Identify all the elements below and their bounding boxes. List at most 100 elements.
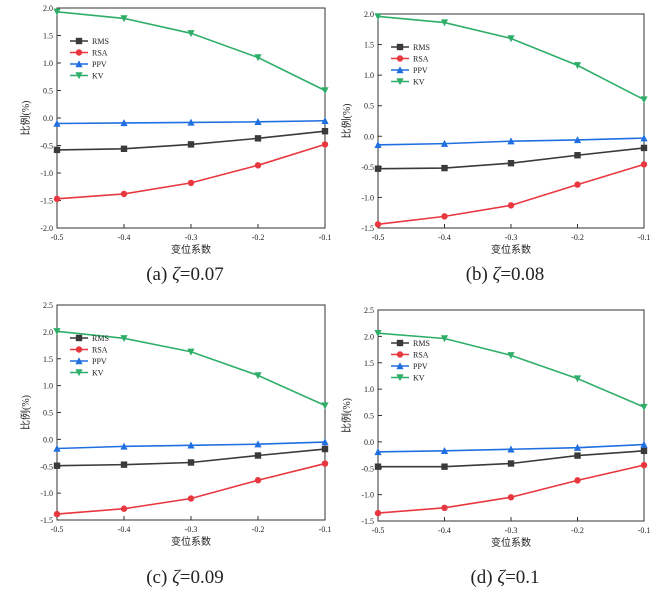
subfigure-caption: (a) ζ=0.07 (146, 264, 224, 285)
legend: RMS RSA PPV KV (70, 37, 109, 81)
y-tick-label: 0.0 (43, 435, 53, 444)
data-point-rsa (574, 477, 581, 484)
data-point-ppv (507, 445, 515, 453)
y-tick-label: 0.0 (43, 114, 53, 123)
series-kv (374, 13, 648, 104)
data-point-rsa (120, 190, 128, 198)
series-line-rsa (377, 464, 645, 514)
x-tick-label: -0.5 (372, 233, 385, 242)
x-tick-label: -0.2 (571, 233, 584, 242)
data-point-kv (53, 328, 61, 336)
data-point-kv (374, 13, 382, 21)
series-rsa (53, 141, 329, 203)
x-tick-label: -0.1 (638, 233, 651, 242)
y-tick-label: -1.0 (361, 193, 374, 202)
data-point-ppv (374, 448, 382, 456)
y-tick-label: 2.0 (364, 332, 374, 341)
series-kv (53, 328, 329, 410)
legend-marker (75, 37, 83, 45)
x-tick-label: -0.5 (51, 233, 64, 242)
legend-marker (75, 49, 83, 56)
y-tick-label: -1.5 (40, 516, 53, 525)
data-point-ppv (120, 442, 128, 450)
y-tick-label: 1.5 (43, 32, 53, 41)
data-point-rms (53, 462, 61, 469)
data-point-rsa (321, 460, 329, 467)
y-tick-label: 2.0 (43, 328, 53, 337)
y-axis-label: 比例(%) (340, 398, 353, 433)
legend-label: RSA (413, 351, 429, 360)
chart-panel-1: -2.0 -1.5 -1.0 -0.5 0.0 0.5 1.0 1.5 2.0 -0.5 -0.4 -… (19, 4, 331, 285)
chart-panel-3: -1.5 -1.0 -0.5 0.0 0.5 1.0 1.5 2.0 2.5 -0.5 -0.4 -0… (19, 301, 331, 588)
data-point-kv (573, 375, 582, 383)
series-rsa (374, 161, 648, 228)
data-point-ppv (53, 119, 61, 127)
x-tick-label: -0.1 (319, 525, 332, 534)
x-axis-label: 变位系数 (491, 536, 531, 549)
legend-marker (396, 374, 404, 382)
legend: RMS RSA PPV KV (70, 334, 109, 378)
data-point-rsa (640, 161, 648, 168)
y-tick-label: -0.5 (361, 163, 374, 172)
data-point-rms (507, 460, 515, 467)
x-tick-label: -0.3 (505, 526, 518, 535)
y-tick-label: -2.0 (40, 224, 53, 233)
data-point-rms (321, 128, 329, 135)
y-tick-label: 2.5 (364, 306, 374, 315)
data-point-rms (574, 452, 581, 459)
series-ppv (53, 438, 329, 452)
data-point-rsa (441, 213, 448, 220)
y-tick-label: 1.0 (364, 385, 374, 394)
data-point-rsa (120, 505, 128, 512)
data-point-rsa (374, 221, 382, 228)
legend-marker (396, 351, 404, 358)
data-point-kv (640, 96, 648, 104)
y-tick-label: 1.5 (364, 41, 374, 50)
legend-marker (396, 55, 404, 62)
data-point-kv (440, 19, 449, 27)
data-point-rsa (187, 179, 195, 187)
subfigure-caption: (c) ζ=0.09 (146, 567, 224, 588)
y-tick-label: 1.0 (43, 382, 53, 391)
y-tick-label: -1.0 (361, 491, 374, 500)
x-tick-label: -0.2 (252, 525, 265, 534)
data-point-ppv (187, 118, 195, 126)
series-rms (374, 447, 648, 470)
series-ppv (374, 440, 648, 456)
legend: RMS RSA PPV KV (391, 43, 430, 87)
data-point-rsa (187, 495, 195, 502)
x-tick-label: -0.4 (118, 525, 131, 534)
y-tick-label: -0.5 (361, 464, 374, 473)
data-point-rms (374, 463, 382, 470)
series-line-rsa (377, 163, 645, 226)
data-point-rms (254, 135, 262, 142)
legend-marker (75, 72, 83, 80)
y-axis-label: 比例(%) (19, 395, 32, 430)
data-point-ppv (440, 139, 449, 147)
chart-panel-4: -1.5 -1.0 -0.5 0.0 0.5 1.0 1.5 2.0 2.5 -0.5 -0.4 -0… (340, 306, 650, 588)
data-point-rms (321, 445, 329, 453)
series-rms (53, 445, 329, 469)
y-tick-label: -0.5 (40, 462, 53, 471)
data-point-rsa (441, 504, 448, 512)
data-point-kv (640, 403, 648, 411)
legend-label: RMS (92, 334, 109, 343)
data-point-ppv (640, 440, 648, 448)
data-point-kv (440, 335, 449, 343)
data-point-kv (507, 35, 515, 43)
data-point-rms (254, 452, 262, 459)
y-tick-label: 0.5 (43, 87, 53, 96)
data-point-kv (254, 372, 262, 380)
data-point-rsa (374, 509, 382, 517)
data-point-rsa (254, 162, 262, 169)
legend-label: PPV (92, 60, 107, 69)
data-point-rms (374, 165, 382, 172)
data-point-kv (187, 348, 195, 356)
legend-label: RMS (413, 43, 430, 52)
data-point-rms (507, 159, 515, 167)
data-point-ppv (640, 134, 648, 142)
data-point-ppv (440, 447, 449, 455)
data-point-rsa (640, 461, 648, 469)
